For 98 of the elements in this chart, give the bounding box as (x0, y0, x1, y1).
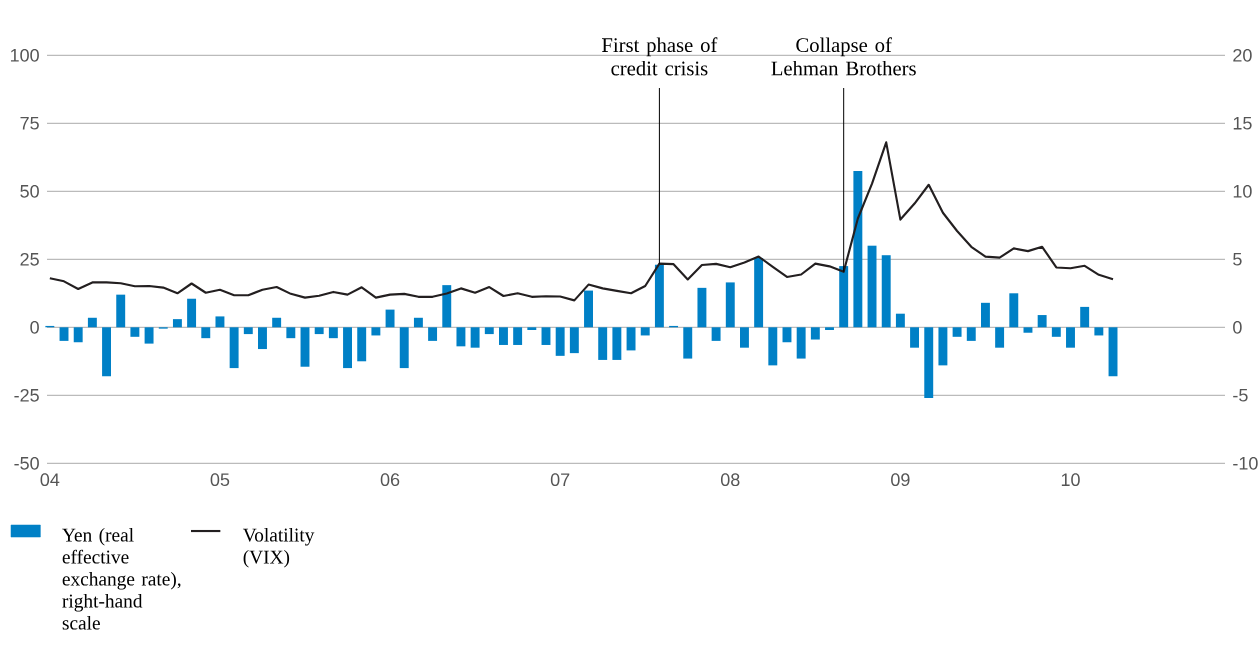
legend-label: Yen (real effective exchange rate), right-hand scale (62, 527, 181, 630)
y2-tick-label: -5 (1233, 389, 1248, 402)
bar (995, 327, 1005, 348)
bar (328, 327, 338, 339)
y2-tick-label: 0 (1233, 320, 1242, 334)
bar (499, 327, 508, 345)
bar (144, 327, 154, 344)
bar (1080, 306, 1090, 328)
bar (1094, 327, 1104, 336)
bar (413, 317, 423, 328)
x-tick-label: 07 (550, 473, 570, 487)
y-tick-label: 75 (20, 117, 39, 130)
bar (754, 257, 764, 328)
legend-label: Volatility (VIX) (242, 527, 315, 568)
bar (442, 285, 452, 328)
line-series (48, 141, 1115, 302)
bar (229, 327, 239, 369)
bar (1066, 327, 1075, 348)
bar (1108, 327, 1118, 377)
bar (938, 327, 948, 366)
bar (343, 327, 352, 369)
bar (527, 327, 537, 331)
bar (924, 327, 934, 399)
y2-tick-label: 5 (1233, 253, 1242, 266)
bar (116, 294, 126, 328)
bar (456, 327, 466, 347)
bar (825, 327, 834, 331)
bar (725, 282, 735, 328)
y-tick-label: -50 (14, 456, 39, 470)
bar (895, 313, 905, 328)
y2-tick-label: 15 (1233, 117, 1252, 130)
bar (201, 327, 211, 339)
bar (683, 327, 693, 359)
bar (513, 327, 523, 345)
bar (130, 327, 140, 337)
bar (87, 317, 97, 328)
y-tick-label: 50 (20, 184, 39, 198)
bar (484, 327, 494, 335)
bar (910, 327, 920, 348)
y2-tick-label: 10 (1233, 184, 1252, 198)
bar (1023, 327, 1033, 333)
bar (555, 327, 565, 356)
bar (172, 319, 182, 328)
bar (654, 264, 664, 328)
bar (839, 266, 849, 328)
y2-tick-label: 20 (1233, 48, 1252, 62)
bar (640, 327, 650, 336)
bar (584, 290, 593, 328)
bar (739, 327, 749, 348)
bar (626, 327, 636, 351)
bar (399, 327, 409, 369)
bar (215, 316, 225, 328)
y-tick-label: 25 (20, 252, 39, 266)
bar (187, 298, 197, 328)
bar (1051, 327, 1061, 337)
bar (782, 327, 792, 343)
y-tick-label: 100 (10, 48, 39, 62)
bar (357, 327, 367, 362)
y-tick-label: 0 (30, 320, 39, 334)
ref-line-label: Collapse of Lehman Brothers (771, 37, 916, 76)
x-tick-label: 05 (210, 473, 230, 487)
bar (314, 327, 324, 335)
bar (102, 327, 112, 377)
bar (796, 327, 806, 359)
y-tick-label: -25 (14, 388, 39, 402)
bar (598, 327, 608, 360)
bar (612, 327, 622, 360)
bar (385, 309, 395, 328)
bar (881, 255, 891, 328)
bar (1009, 293, 1019, 328)
bar (541, 327, 551, 345)
bar (272, 317, 282, 328)
bar (371, 327, 381, 336)
bar (980, 302, 990, 328)
bar (470, 327, 480, 348)
y2-tick-label: -10 (1233, 456, 1258, 470)
bar (59, 327, 69, 341)
bar (428, 327, 438, 341)
bar (569, 327, 579, 354)
x-tick-label: 08 (720, 473, 740, 487)
bar (810, 327, 820, 340)
bar (1037, 315, 1047, 328)
bar (258, 327, 267, 350)
bar (286, 327, 296, 339)
bar (711, 327, 721, 341)
bar (73, 327, 83, 343)
bar (853, 170, 863, 328)
bar (966, 327, 976, 341)
bar (952, 327, 962, 337)
bar (243, 327, 253, 335)
x-tick-label: 04 (40, 473, 60, 487)
x-tick-label: 06 (380, 473, 400, 487)
x-tick-label: 09 (891, 473, 910, 487)
bar (697, 287, 707, 328)
bar (300, 327, 310, 367)
x-tick-label: 10 (1061, 473, 1080, 487)
ref-line-label: First phase of credit crisis (602, 37, 718, 76)
bar (768, 327, 778, 366)
